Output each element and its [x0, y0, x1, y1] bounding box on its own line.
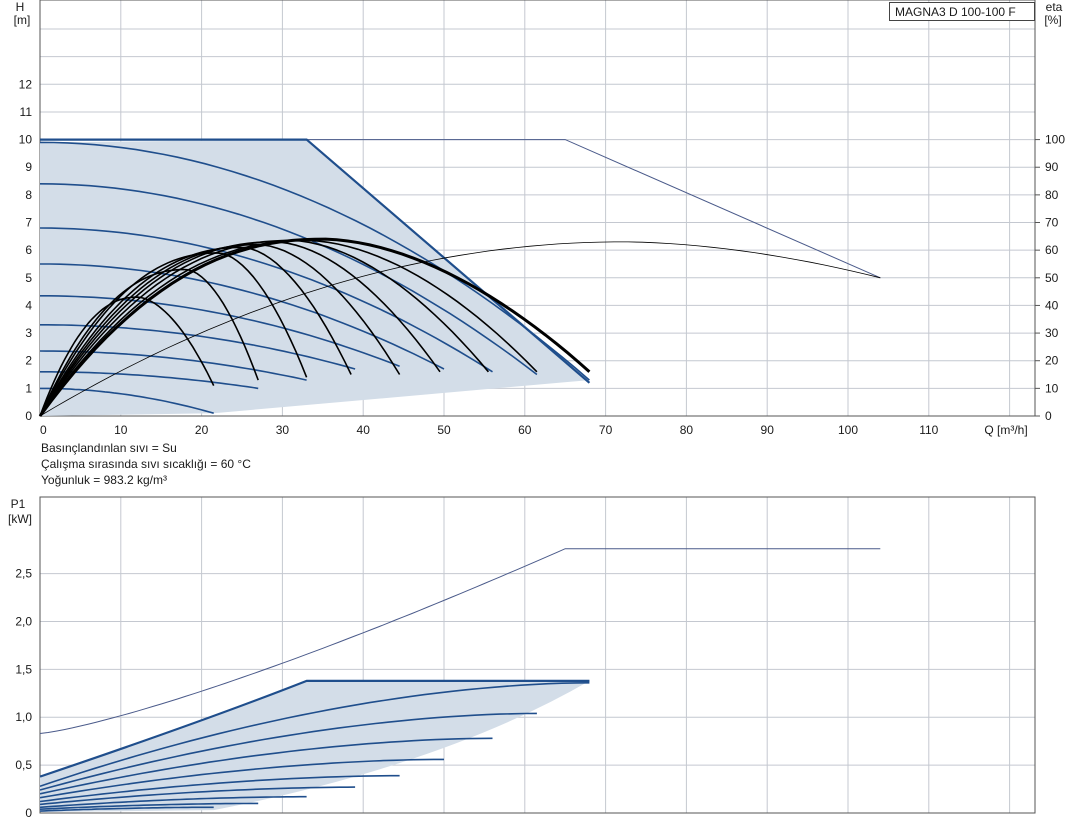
power-curve: [39, 806, 214, 812]
eta-tick-label: 0: [1045, 409, 1052, 423]
head-xtick-label: 100: [838, 423, 858, 437]
eta-tick-label: 10: [1045, 381, 1059, 395]
eta-curve: [39, 239, 490, 417]
eta-tick-label: 100: [1045, 133, 1065, 147]
head-ytick-label: 12: [19, 77, 33, 91]
head-ytick-label: 8: [25, 188, 32, 202]
eta-curve: [38, 237, 591, 417]
info-density: Yoğunluk = 983.2 kg/m³: [41, 473, 167, 487]
power-ytick-label: 1,0: [15, 710, 32, 724]
eta-tick-label: 40: [1045, 298, 1059, 312]
head-ytick-label: 2: [25, 354, 32, 368]
power-operating-area: [40, 680, 590, 813]
head-axis-unit: [m]: [14, 13, 31, 27]
head-ytick-label: 4: [25, 298, 32, 312]
head-ytick-label: 3: [25, 326, 32, 340]
head-xtick-label: 110: [919, 423, 938, 437]
head-xtick-label: 90: [761, 423, 775, 437]
power-curve: [39, 712, 537, 791]
power-curve: [39, 795, 307, 809]
power-axis-label: P1: [11, 497, 26, 511]
head-xtick-label: 70: [599, 423, 613, 437]
head-curve: [39, 183, 538, 376]
head-ytick-label: 7: [25, 216, 32, 230]
head-curve: [40, 324, 356, 370]
power-curve: [39, 786, 356, 806]
eta-tick-label: 90: [1045, 160, 1059, 174]
info-liquid: Basınçlandınlan sıvı = Su: [41, 441, 177, 455]
power-ytick-label: 2,0: [15, 614, 32, 628]
head-ytick-label: 10: [19, 133, 33, 147]
power-ytick-label: 1,5: [15, 662, 32, 676]
eta-axis-label: eta: [1046, 0, 1063, 14]
eta-tick-label: 50: [1045, 271, 1059, 285]
head-xtick-label: 60: [518, 423, 532, 437]
head-xtick-label: 10: [114, 423, 128, 437]
head-axis-label: H: [16, 0, 25, 14]
head-xtick-label: 80: [680, 423, 694, 437]
head-xtick-label: 0: [40, 423, 47, 437]
head-ytick-label: 9: [25, 160, 32, 174]
head-ytick-label: 11: [20, 105, 33, 119]
power-ytick-label: 2,5: [15, 567, 32, 581]
head-curve: [40, 371, 259, 390]
flow-axis-label: Q [m³/h]: [984, 423, 1027, 437]
power-curve: [39, 682, 590, 787]
info-temperature: Çalışma sırasında sıvı sıcaklığı = 60 °C: [41, 457, 251, 471]
head-curve: [39, 227, 493, 373]
power-plot: 0 0,5 1,0 1,5 2,0 2,5 P1[kW]: [8, 496, 1036, 820]
power-axis-unit: [kW]: [8, 512, 32, 526]
power-ytick-label: 0,5: [15, 758, 32, 772]
eta-tick-label: 60: [1045, 243, 1059, 257]
head-xtick-label: 50: [437, 423, 451, 437]
eta-curve: [39, 246, 352, 417]
eta-tick-label: 30: [1045, 326, 1059, 340]
eta-curve: [39, 296, 215, 417]
head-ytick-label: 6: [25, 243, 32, 257]
head-ytick-label: 1: [25, 381, 32, 395]
eta-curve: [39, 268, 259, 417]
power-max-curve: [39, 548, 881, 734]
power-curve: [39, 737, 493, 795]
eta-tick-label: 20: [1045, 354, 1059, 368]
head-curve: [40, 295, 400, 367]
eta-curve: [39, 252, 308, 417]
power-max-speed-curve: [39, 679, 590, 778]
eta-tick-label: 80: [1045, 188, 1059, 202]
head-curve: [40, 263, 445, 370]
head-xtick-label: 40: [357, 423, 371, 437]
head-ytick-label: 0: [25, 409, 32, 423]
power-curve: [39, 758, 444, 799]
head-xtick-label: 30: [276, 423, 290, 437]
power-ytick-label: 0: [25, 806, 32, 820]
head-curve: [40, 387, 214, 414]
head-ytick-label: 5: [25, 271, 32, 285]
model-label: MAGNA3 D 100-100 F: [889, 2, 1035, 21]
head-curve: [39, 141, 590, 381]
power-curve: [39, 802, 259, 810]
power-frame: [39, 496, 1036, 814]
eta-max-curve: [39, 241, 881, 417]
head-xtick-label: 20: [195, 423, 209, 437]
head-max-speed-curve: [40, 138, 591, 384]
eta-curve: [39, 241, 441, 417]
eta-axis-unit: [%]: [1044, 13, 1061, 27]
power-curve: [39, 774, 400, 803]
eta-tick-label: 70: [1045, 216, 1059, 230]
